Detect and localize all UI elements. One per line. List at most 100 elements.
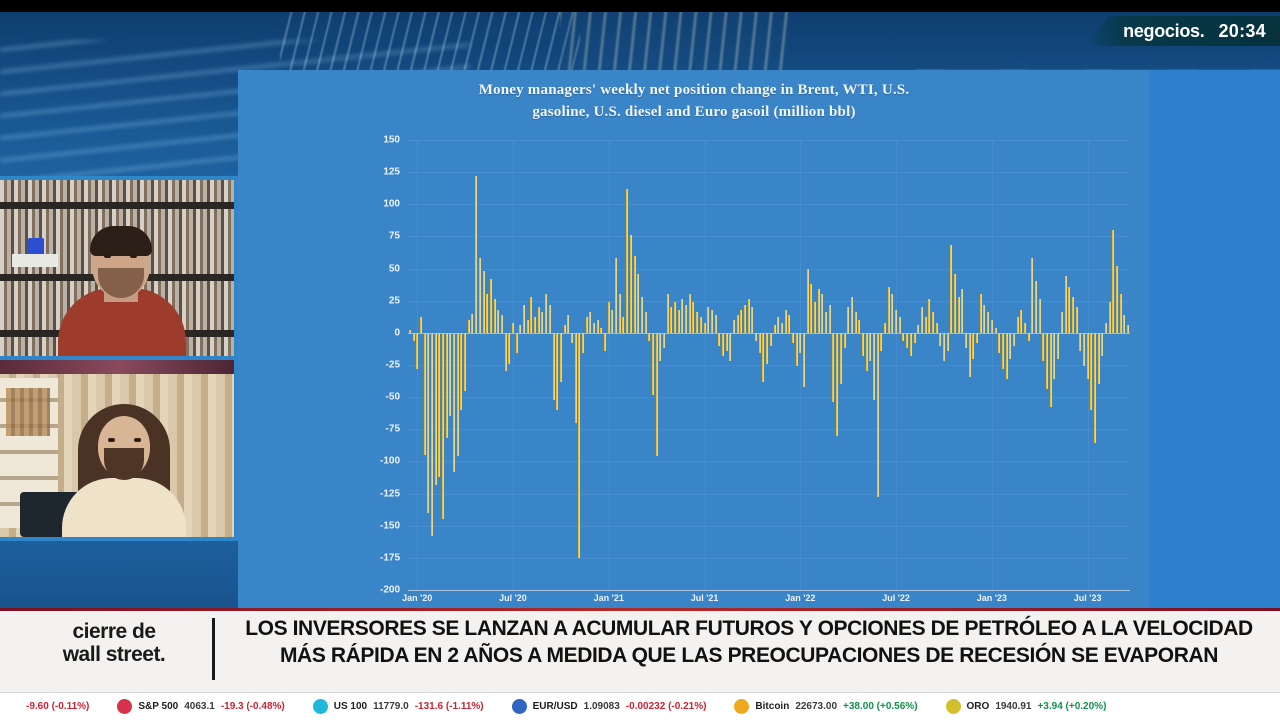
- video-panel-divider-top: [0, 176, 238, 180]
- chart-bar-highlight: [553, 332, 555, 400]
- chart-bar-highlight: [840, 332, 842, 385]
- video-panel-guest-bottom[interactable]: [0, 360, 238, 537]
- chart-bar-highlight: [785, 309, 787, 333]
- chart-bar-highlight: [866, 332, 868, 372]
- chart-bar-highlight: [1076, 307, 1078, 333]
- chart-bar-highlight: [424, 332, 426, 455]
- chart-bar-highlight: [682, 299, 684, 333]
- x-axis-tick-label: Jul '20: [499, 593, 527, 603]
- ticker-price: 11779.0: [373, 701, 409, 712]
- video-panel-divider-bottom: [0, 356, 238, 360]
- chart-bar-highlight: [597, 320, 599, 333]
- gridline: [408, 236, 1130, 238]
- white-shelf-box: [12, 254, 58, 267]
- ticker-item[interactable]: EUR/USD 1.09083 -0.00232 (-0.21%): [498, 699, 721, 714]
- side-shelf-books: [6, 388, 50, 436]
- chart-bar-highlight: [859, 320, 861, 333]
- chart-bar-highlight: [1128, 325, 1130, 333]
- chart-bar-highlight: [664, 332, 665, 349]
- chart-bar-highlight: [741, 309, 743, 333]
- chart-bar-highlight: [468, 320, 470, 333]
- chart-bar-highlight: [1098, 332, 1100, 385]
- video-panel-divider-end: [0, 537, 238, 541]
- chart-bar-highlight: [774, 325, 776, 333]
- chart-bar-highlight: [881, 332, 883, 351]
- chart-bar-highlight: [420, 317, 422, 333]
- gridline: [408, 397, 1130, 399]
- chart-bar-highlight: [1083, 332, 1085, 367]
- chart-bar-highlight: [520, 325, 522, 333]
- vertical-gridline: [704, 140, 706, 590]
- y-axis-tick-label: -200: [379, 584, 400, 596]
- market-ticker[interactable]: -9.60 (-0.11%) S&P 500 4063.1 -19.3 (-0.48%…: [0, 692, 1280, 720]
- chart-bar-highlight: [549, 304, 551, 333]
- chart-bar-highlight: [903, 332, 905, 341]
- chart-bar-highlight: [873, 332, 875, 400]
- chart-bar-highlight: [1010, 332, 1012, 359]
- y-axis-tick-label: 125: [383, 166, 400, 178]
- chart-bar-highlight: [995, 327, 997, 333]
- y-axis-tick-label: -175: [379, 552, 400, 564]
- chart-bar-highlight: [1058, 332, 1060, 359]
- chart-bar-highlight: [756, 332, 758, 341]
- ticker-symbol-icon: [312, 699, 328, 714]
- ticker-item[interactable]: ORO 1940.91 +3.94 (+0.20%): [932, 699, 1121, 714]
- chart-bar-highlight: [1013, 332, 1015, 346]
- ticker-item[interactable]: -9.60 (-0.11%): [0, 701, 103, 712]
- chart-bar-highlight: [826, 312, 828, 333]
- ticker-symbol-label: EUR/USD: [532, 701, 578, 712]
- chart-bar-highlight: [1050, 332, 1052, 408]
- chart-bar-highlight: [947, 332, 949, 351]
- chart-panel: Money managers' weekly net position chan…: [238, 70, 1150, 608]
- y-axis-tick-label: 0: [394, 327, 400, 339]
- chart-bar-highlight: [958, 296, 960, 333]
- chart-bar-highlight: [1072, 296, 1074, 333]
- chart-bar-highlight: [571, 332, 573, 344]
- video-panel-guest-top[interactable]: [0, 180, 238, 357]
- chart-bar-highlight: [943, 332, 945, 362]
- chart-bar-highlight: [807, 268, 809, 333]
- gridline: [408, 557, 1130, 559]
- ticker-change: +38.00 (+0.56%): [843, 701, 918, 712]
- chart-bar-highlight: [770, 332, 772, 346]
- headline-line-1: LOS INVERSORES SE LANZAN A ACUMULAR FUTU…: [245, 617, 1253, 640]
- chart-bar-highlight: [1054, 332, 1056, 380]
- chart-bar-highlight: [885, 322, 887, 333]
- ticker-item[interactable]: US 100 11779.0 -131.6 (-1.11%): [299, 699, 498, 714]
- ticker-symbol-label: Bitcoin: [755, 701, 790, 712]
- chart-bar-highlight: [461, 332, 463, 410]
- chart-bar-highlight: [1124, 314, 1126, 333]
- chart-bar-highlight: [660, 332, 662, 362]
- chart-bar-highlight: [1032, 258, 1034, 333]
- chart-bar-highlight: [969, 332, 971, 377]
- ticker-item[interactable]: Bitcoin 22673.00 +38.00 (+0.56%): [720, 699, 931, 714]
- chart-bar-highlight: [689, 294, 691, 333]
- chart-bar-highlight: [616, 258, 618, 333]
- chart-bar-highlight: [568, 314, 570, 333]
- chart-bar-highlight: [951, 245, 953, 333]
- chart-bar-highlight: [722, 332, 724, 356]
- chart-bar-highlight: [608, 302, 610, 333]
- chart-bar-highlight: [999, 332, 1001, 354]
- chart-bar-highlight: [848, 307, 850, 333]
- chart-bar-highlight: [439, 332, 441, 477]
- chart-bar-highlight: [675, 302, 677, 333]
- y-axis-tick-label: 50: [388, 263, 400, 275]
- ticker-symbol-icon: [734, 699, 750, 714]
- ticker-item[interactable]: S&P 500 4063.1 -19.3 (-0.48%): [103, 699, 298, 714]
- chart-bar-highlight: [638, 273, 640, 333]
- chart-bar-highlight: [921, 307, 923, 333]
- chart-bar-highlight: [925, 317, 927, 333]
- channel-name: negocios.: [1123, 20, 1205, 41]
- program-logo-line-2: wall street.: [62, 643, 166, 667]
- y-axis-tick-label: -25: [385, 359, 400, 371]
- gridline: [408, 172, 1130, 174]
- chart-bar-highlight: [892, 294, 894, 333]
- shelf-rail: [0, 202, 234, 209]
- chart-bar-highlight: [955, 273, 957, 333]
- chart-bar-highlight: [752, 307, 754, 333]
- chart-bar-highlight: [1025, 322, 1026, 333]
- x-axis-tick-label: Jan '23: [976, 593, 1007, 603]
- vertical-gridline: [512, 140, 514, 590]
- chart-bar-highlight: [605, 332, 607, 351]
